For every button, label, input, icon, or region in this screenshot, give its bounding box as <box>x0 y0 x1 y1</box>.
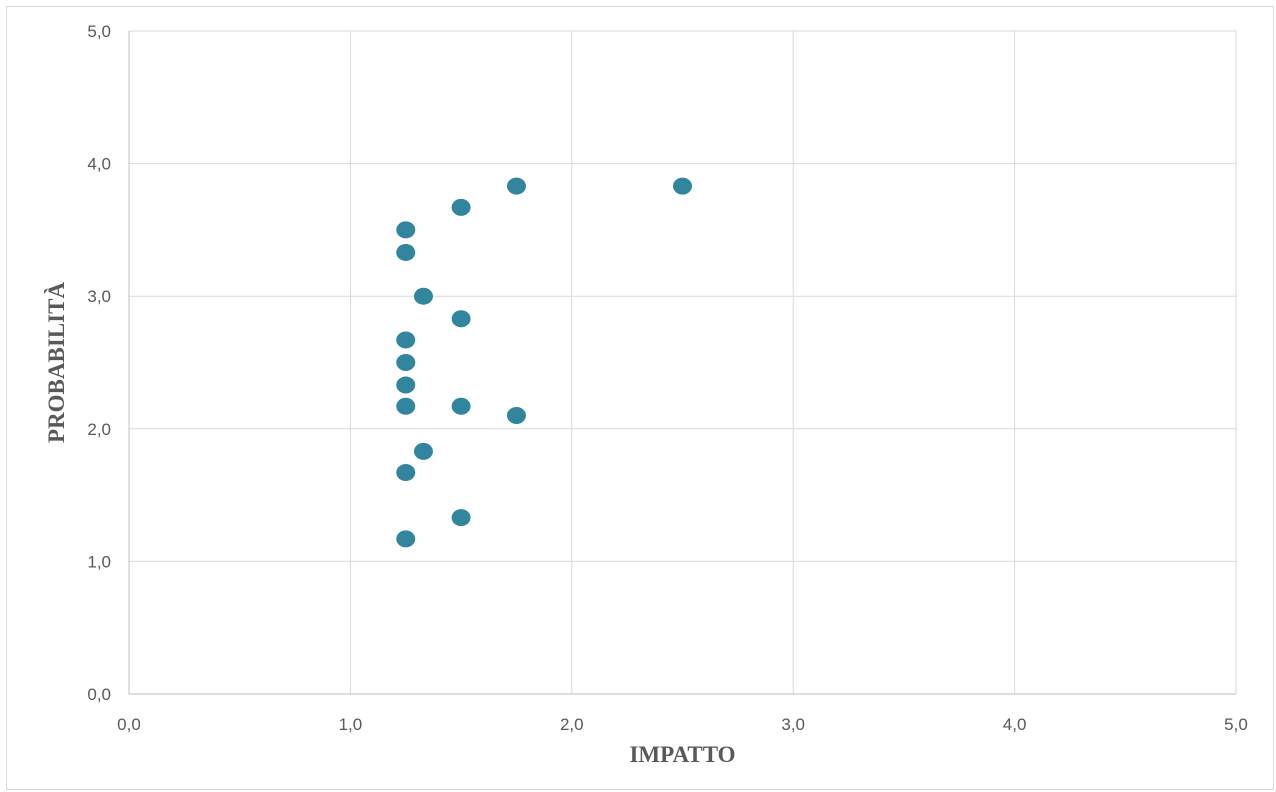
data-point <box>451 310 471 328</box>
axis-lines <box>128 31 1236 695</box>
data-point <box>506 177 526 195</box>
x-tick-label: 4,0 <box>1003 715 1027 734</box>
data-point <box>673 177 692 195</box>
y-tick-label: 5,0 <box>87 22 111 41</box>
x-tick-label: 5,0 <box>1224 715 1248 734</box>
data-point <box>396 464 416 482</box>
x-tick-label: 2,0 <box>560 715 584 734</box>
data-point <box>396 376 416 394</box>
y-tick-label: 3,0 <box>87 287 111 306</box>
x-tick-label: 3,0 <box>781 715 805 734</box>
data-point <box>413 287 433 305</box>
x-axis-ticks: 0,0 1,0 2,0 3,0 4,0 5,0 <box>117 715 1248 734</box>
y-tick-label: 1,0 <box>87 552 111 571</box>
data-point <box>396 354 416 371</box>
data-point <box>396 397 416 415</box>
data-point <box>451 198 471 216</box>
data-point <box>396 530 416 548</box>
y-axis-title: PROBABILITÀ <box>44 282 69 443</box>
grid-lines <box>129 30 1237 694</box>
y-axis-ticks: 0,0 1,0 2,0 3,0 4,0 5,0 <box>87 22 111 704</box>
data-point <box>451 509 471 527</box>
y-tick-label: 2,0 <box>87 420 111 439</box>
data-point <box>396 221 416 239</box>
x-axis-title: IMPATTO <box>629 742 735 767</box>
data-point <box>413 442 433 460</box>
data-point <box>451 397 471 415</box>
data-point <box>506 407 526 425</box>
data-point <box>396 331 416 349</box>
x-tick-label: 1,0 <box>339 715 363 734</box>
x-tick-label: 0,0 <box>117 715 141 734</box>
y-tick-label: 4,0 <box>87 155 111 174</box>
chart-frame <box>6 6 1274 790</box>
y-tick-label: 0,0 <box>87 685 111 704</box>
data-point <box>396 243 416 261</box>
data-points <box>396 177 692 548</box>
